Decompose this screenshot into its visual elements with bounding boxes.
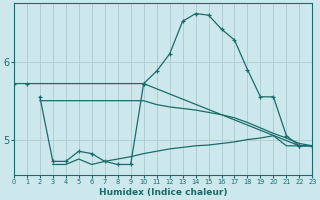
X-axis label: Humidex (Indice chaleur): Humidex (Indice chaleur) <box>99 188 228 197</box>
